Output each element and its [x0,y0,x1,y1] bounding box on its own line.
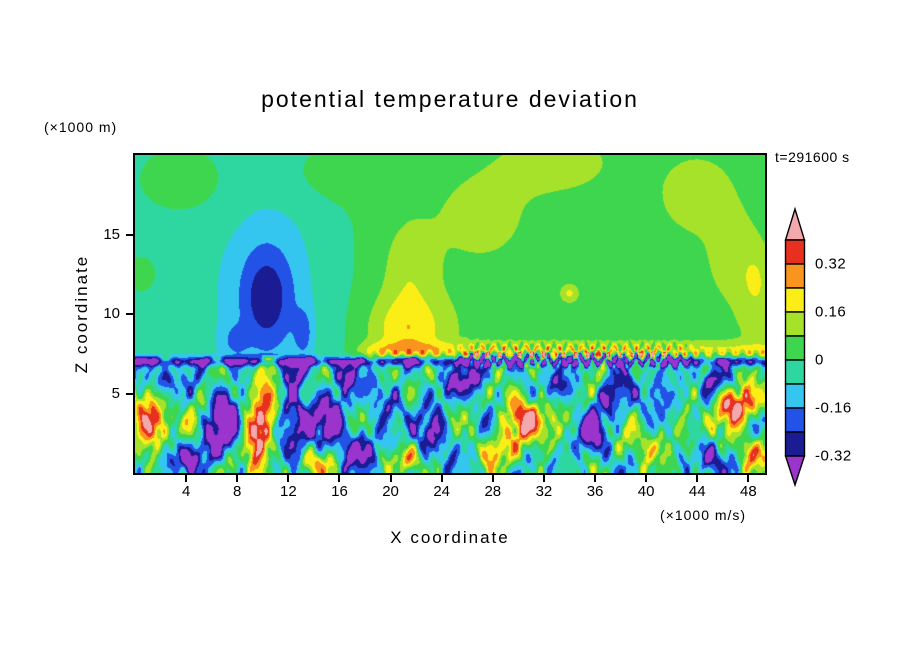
x-tick-label: 12 [280,483,297,500]
x-tick [185,475,188,482]
colorbar-segment [784,335,806,361]
x-tick [594,475,597,482]
x-tick [440,475,443,482]
x-tick-label: 36 [586,483,604,500]
colorbar-over-arrow [784,206,806,241]
x-tick [696,475,699,482]
colorbar-segment [784,311,806,337]
y-tick [126,233,133,236]
timestamp-label: t=291600 s [775,149,850,165]
colorbar-under-arrow [784,455,806,488]
colorbar-segment [784,431,806,457]
x-tick [287,475,290,482]
x-tick-label: 32 [535,483,553,500]
x-axis-unit-label: (×1000 m/s) [660,507,747,523]
colorbar-segment [784,287,806,313]
y-axis-unit-label: (×1000 m) [44,119,118,135]
y-axis-title: Z coordinate [72,254,91,374]
colorbar-segment [784,359,806,385]
x-tick [542,475,545,482]
contour-field-canvas [135,155,765,473]
plot-frame [133,153,767,475]
colorbar-label: 0 [815,351,824,369]
y-tick [126,313,133,315]
x-tick [389,475,392,482]
colorbar-segment [784,239,806,265]
y-tick [126,392,133,395]
colorbar-label: 0.32 [815,255,847,273]
colorbar-label: -0.16 [815,399,852,417]
x-tick-label: 48 [740,483,757,500]
x-axis-title: X coordinate [390,528,510,547]
x-tick-label: 16 [331,483,348,500]
x-tick-label: 20 [382,483,399,500]
colorbar-segment [784,383,806,409]
x-tick-label: 4 [181,483,191,500]
x-tick [236,475,239,482]
chart-title: potential temperature deviation [261,86,639,112]
colorbar-label: 0.16 [815,303,847,321]
x-tick [338,475,341,482]
x-tick-label: 24 [433,483,451,500]
y-tick-label: 10 [103,305,120,322]
x-tick-label: 28 [484,483,502,500]
colorbar [784,206,806,488]
x-tick [491,475,494,482]
x-tick [747,475,750,482]
x-tick-label: 40 [637,483,655,500]
y-tick-label: 15 [103,225,120,243]
x-tick-label: 44 [688,483,706,500]
colorbar-label: -0.32 [815,447,852,465]
colorbar-segment [784,407,806,433]
y-tick-label: 5 [111,384,120,402]
x-tick-label: 8 [233,483,242,500]
x-tick [645,475,648,482]
colorbar-segment [784,263,806,289]
